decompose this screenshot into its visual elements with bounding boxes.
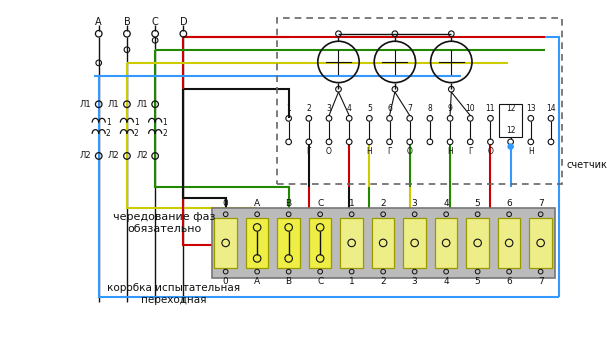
Text: C: C bbox=[317, 277, 324, 287]
Text: 3: 3 bbox=[412, 199, 418, 208]
Text: Л2: Л2 bbox=[80, 152, 92, 160]
Text: A: A bbox=[95, 16, 102, 26]
Text: 0: 0 bbox=[223, 199, 228, 208]
Text: 8: 8 bbox=[427, 104, 432, 114]
Bar bbox=[214, 218, 237, 268]
Text: Г: Г bbox=[307, 147, 311, 156]
Text: 4: 4 bbox=[443, 277, 449, 287]
Text: 2: 2 bbox=[134, 129, 139, 139]
Text: C: C bbox=[152, 16, 158, 26]
Text: О: О bbox=[487, 147, 493, 156]
Text: Л1: Л1 bbox=[80, 100, 92, 109]
Text: 4: 4 bbox=[443, 199, 449, 208]
Text: 2: 2 bbox=[381, 199, 386, 208]
Text: A: A bbox=[254, 199, 260, 208]
Text: обязательно: обязательно bbox=[127, 224, 202, 234]
Text: Л1: Л1 bbox=[108, 100, 120, 109]
Text: A: A bbox=[254, 277, 260, 287]
Text: C: C bbox=[317, 199, 324, 208]
Text: 1: 1 bbox=[162, 118, 167, 127]
Text: 12: 12 bbox=[506, 126, 515, 135]
Text: 1: 1 bbox=[349, 277, 354, 287]
Text: Г: Г bbox=[387, 147, 392, 156]
Text: О: О bbox=[326, 147, 332, 156]
Text: Н: Н bbox=[447, 147, 453, 156]
Text: 7: 7 bbox=[407, 104, 412, 114]
Text: 5: 5 bbox=[475, 199, 481, 208]
Bar bbox=[212, 208, 555, 278]
Bar bbox=[435, 218, 458, 268]
Bar bbox=[466, 218, 489, 268]
Text: 6: 6 bbox=[506, 277, 512, 287]
Circle shape bbox=[507, 143, 514, 150]
Text: 5: 5 bbox=[475, 277, 481, 287]
Text: B: B bbox=[285, 199, 292, 208]
Text: 3: 3 bbox=[327, 104, 331, 114]
Bar bbox=[403, 218, 426, 268]
Text: чередование фаз: чередование фаз bbox=[114, 212, 216, 222]
Text: 12: 12 bbox=[506, 104, 515, 114]
Text: 11: 11 bbox=[486, 104, 495, 114]
Text: 6: 6 bbox=[387, 104, 392, 114]
Text: 7: 7 bbox=[538, 277, 543, 287]
Text: 1: 1 bbox=[106, 118, 110, 127]
Text: 13: 13 bbox=[526, 104, 535, 114]
Text: B: B bbox=[124, 16, 131, 26]
Text: 1: 1 bbox=[349, 199, 354, 208]
Text: 3: 3 bbox=[412, 277, 418, 287]
Text: счетчик: счетчик bbox=[567, 160, 607, 170]
Bar bbox=[498, 218, 520, 268]
Text: 2: 2 bbox=[162, 129, 167, 139]
Bar bbox=[309, 218, 331, 268]
Text: 14: 14 bbox=[546, 104, 556, 114]
Bar bbox=[341, 218, 363, 268]
Text: коробка испытательная: коробка испытательная bbox=[107, 282, 240, 293]
Bar bbox=[246, 218, 268, 268]
Text: 1: 1 bbox=[134, 118, 139, 127]
Bar bbox=[277, 218, 300, 268]
Text: 5: 5 bbox=[367, 104, 372, 114]
Text: переходная: переходная bbox=[141, 295, 207, 305]
Text: B: B bbox=[285, 277, 292, 287]
Text: Н: Н bbox=[367, 147, 372, 156]
Text: Л1: Л1 bbox=[136, 100, 148, 109]
Text: 4: 4 bbox=[347, 104, 351, 114]
Text: 2: 2 bbox=[381, 277, 386, 287]
Text: 9: 9 bbox=[447, 104, 453, 114]
Text: О: О bbox=[407, 147, 413, 156]
Text: Г: Г bbox=[468, 147, 473, 156]
Text: 2: 2 bbox=[106, 129, 110, 139]
Text: 6: 6 bbox=[506, 199, 512, 208]
Bar bbox=[500, 104, 522, 137]
Text: 7: 7 bbox=[538, 199, 543, 208]
Bar bbox=[372, 218, 395, 268]
Text: 0: 0 bbox=[223, 277, 228, 287]
Text: D: D bbox=[180, 16, 187, 26]
Bar bbox=[529, 218, 552, 268]
Text: 10: 10 bbox=[466, 104, 475, 114]
Text: 2: 2 bbox=[307, 104, 311, 114]
Text: 1: 1 bbox=[287, 104, 291, 114]
Text: Л2: Л2 bbox=[136, 152, 148, 160]
Text: Л2: Л2 bbox=[108, 152, 120, 160]
Text: Н: Н bbox=[528, 147, 534, 156]
